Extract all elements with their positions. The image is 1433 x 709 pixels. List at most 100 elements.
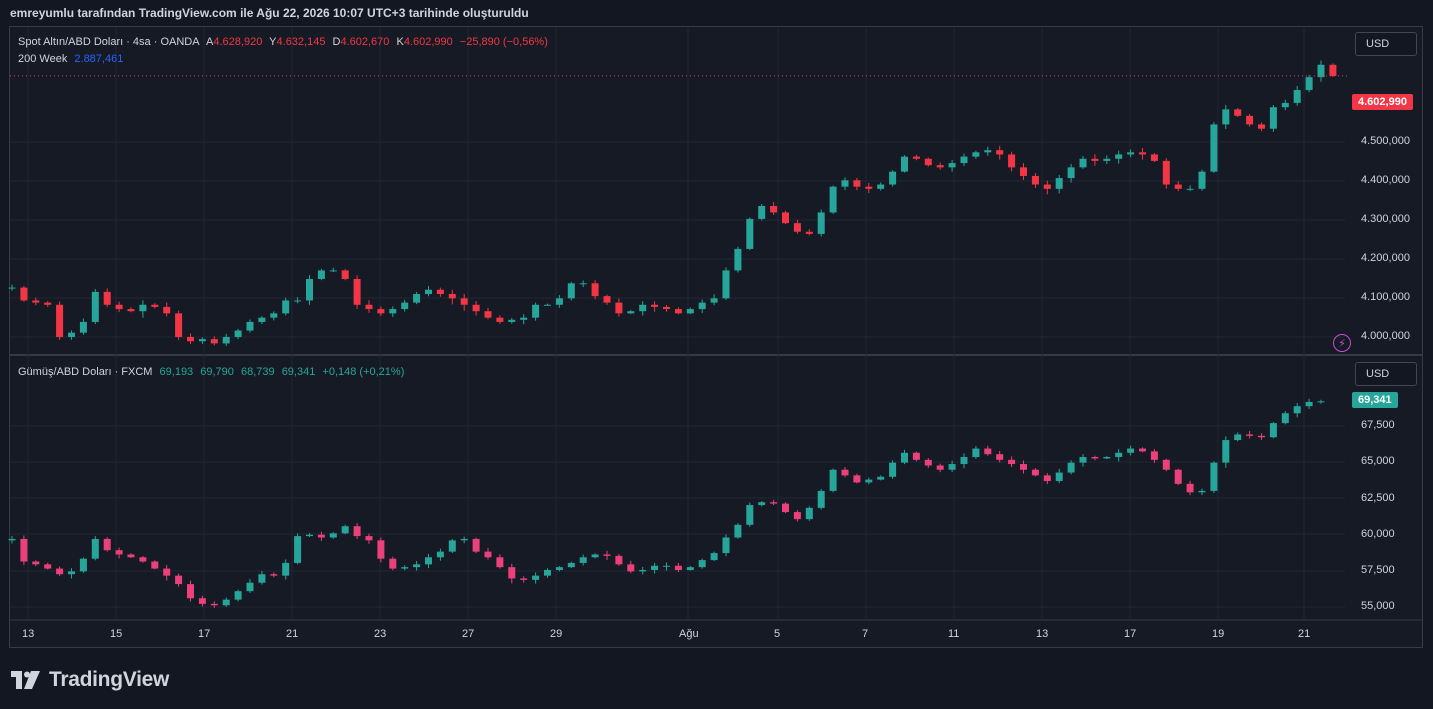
gold-candle-body: [627, 311, 635, 314]
gold-candle-body: [56, 304, 64, 337]
silver-candle-body: [758, 502, 766, 506]
gold-candle-body: [460, 298, 468, 305]
silver-y-tick: 57,500: [1361, 564, 1395, 576]
silver-candle-body: [282, 562, 290, 576]
gold-candle-body: [115, 304, 123, 310]
gold-candle-body: [1305, 77, 1313, 91]
gold-candle-body: [793, 223, 801, 232]
silver-candle-body: [1150, 451, 1158, 460]
gold-candle-body: [377, 309, 385, 314]
gold-candle-body: [1234, 109, 1242, 116]
tradingview-brand[interactable]: TradingView: [11, 668, 169, 692]
silver-candle-body: [413, 564, 421, 568]
gold-candle-body: [615, 302, 623, 314]
gold-candle-body: [686, 309, 694, 314]
gold-candle-body: [853, 180, 861, 187]
gold-candle-body: [722, 270, 730, 299]
silver-change-value: +0,148 (+0,21%): [322, 366, 405, 378]
silver-candle-body: [44, 564, 52, 569]
gold-candle-body: [341, 270, 349, 279]
silver-candle-body: [139, 557, 147, 562]
silver-candle-body: [329, 533, 337, 538]
gold-candle-body: [984, 150, 992, 153]
silver-currency-button[interactable]: USD: [1355, 362, 1417, 386]
x-tick: 17: [1124, 628, 1137, 640]
silver-candle-body: [567, 562, 575, 568]
gold-candle-body: [865, 186, 873, 189]
gold-candle-body: [544, 304, 551, 306]
silver-candle-body: [103, 538, 111, 551]
silver-candle-body: [484, 551, 492, 558]
silver-candle-body: [460, 538, 468, 541]
gold-low-value: 4.602,670: [340, 36, 390, 48]
silver-candle-body: [1293, 406, 1301, 414]
gold-close-value: 4.602,990: [403, 36, 453, 48]
gold-currency-button[interactable]: USD: [1355, 32, 1417, 56]
silver-candle-body: [353, 526, 361, 537]
lightning-bolt-icon[interactable]: ⚡: [1333, 334, 1351, 352]
silver-candle-body: [270, 574, 278, 576]
gold-candle-body: [1150, 154, 1158, 161]
gold-candle-body: [591, 283, 599, 297]
gold-candle-body: [508, 319, 516, 322]
gold-candle-body: [710, 298, 718, 303]
gold-candle-body: [139, 304, 147, 312]
silver-candle-body: [1162, 459, 1170, 470]
gold-candle-body: [353, 279, 361, 305]
gold-close-key: K: [396, 36, 404, 48]
silver-candle-body: [1055, 472, 1063, 482]
silver-candle-body: [1198, 490, 1206, 493]
x-tick: 5: [774, 628, 781, 640]
silver-candle-body: [532, 575, 540, 580]
gold-candle-body: [306, 279, 313, 301]
x-tick: 11: [948, 628, 960, 640]
gold-y-tick: 4.200,000: [1361, 252, 1410, 264]
x-tick: 27: [462, 628, 475, 640]
silver-candle-body: [210, 603, 218, 606]
silver-candle-body: [1020, 464, 1027, 470]
silver-candle-body: [1079, 457, 1087, 463]
gold-candle-body: [175, 313, 183, 337]
gold-y-tick: 4.000,000: [1361, 330, 1410, 342]
silver-candle-body: [508, 567, 516, 579]
gold-candle-body: [1269, 107, 1277, 129]
gold-candle-body: [1127, 152, 1135, 155]
silver-y-tick: 67,500: [1361, 419, 1395, 431]
gold-candle-body: [746, 218, 754, 249]
gold-candle-body: [1103, 158, 1111, 161]
x-tick: 19: [1212, 628, 1225, 640]
gold-candle-body: [579, 283, 587, 285]
gold-candle-body: [436, 289, 444, 295]
gold-last-price-tag: 4.602,990: [1352, 94, 1413, 110]
gold-candle-body: [841, 180, 849, 187]
silver-y-tick: 62,500: [1361, 492, 1395, 504]
gold-candle-body: [484, 311, 492, 318]
silver-low-value: 68,739: [240, 366, 275, 378]
silver-candle-body: [1043, 475, 1051, 482]
gold-candle-body: [425, 289, 432, 295]
silver-candle-body: [222, 599, 230, 606]
silver-candle-body: [817, 490, 825, 508]
silver-candle-body: [294, 536, 302, 563]
silver-candle-body: [615, 555, 623, 565]
silver-candle-body: [1186, 483, 1194, 493]
gold-candle-body: [639, 304, 647, 312]
silver-high-value: 69,790: [200, 366, 234, 378]
gold-candle-body: [401, 302, 409, 310]
silver-candle-body: [127, 554, 135, 558]
gold-candle-body: [365, 304, 373, 310]
silver-candle-body: [889, 462, 897, 477]
gold-y-tick: 4.500,000: [1361, 135, 1410, 147]
gold-candle-body: [734, 248, 742, 271]
silver-candle-body: [972, 448, 980, 458]
silver-candle-body: [32, 561, 40, 565]
gold-candle-body: [663, 306, 670, 310]
gold-candle-body: [1008, 154, 1016, 168]
gold-candle-body: [448, 294, 456, 299]
gold-candle-body: [91, 291, 99, 322]
silver-candle-body: [651, 565, 659, 570]
tradingview-logo-icon: [11, 671, 40, 689]
gold-candle-body: [1210, 124, 1218, 172]
gold-candle-body: [496, 317, 504, 322]
